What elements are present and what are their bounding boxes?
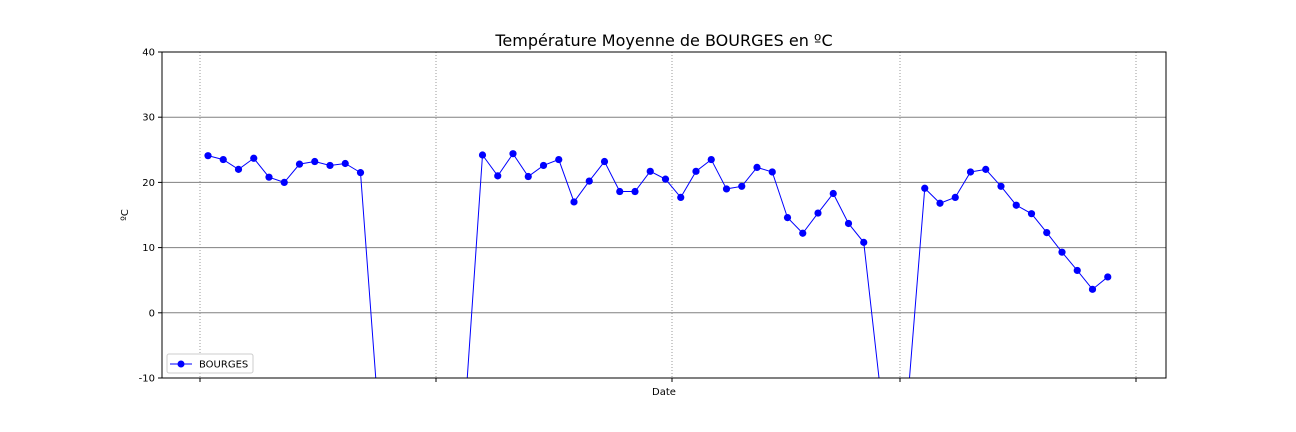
legend-label: BOURGES <box>199 360 248 371</box>
chart-title: Température Moyenne de BOURGES en ºC <box>494 31 832 50</box>
data-point <box>829 189 837 198</box>
series-line-segment <box>466 152 880 379</box>
data-point <box>250 154 258 162</box>
data-point <box>1027 210 1036 218</box>
data-point <box>1012 201 1020 209</box>
data-point <box>341 159 349 168</box>
legend: BOURGES <box>166 353 254 374</box>
legend-box <box>166 353 254 374</box>
data-point <box>509 150 517 158</box>
x-axis-label: Date <box>652 387 676 398</box>
y-tick-label: 10 <box>142 243 155 254</box>
data-point <box>997 182 1005 190</box>
data-point <box>311 157 319 166</box>
y-tick-label: 40 <box>142 48 155 59</box>
data-point <box>814 209 822 217</box>
data-point <box>570 198 578 206</box>
data-point <box>631 187 639 196</box>
plot-frame <box>161 51 1167 379</box>
data-point <box>860 238 868 246</box>
data-point <box>539 161 548 170</box>
data-point <box>326 161 334 170</box>
y-axis-ticks: -10 0 10 20 30 40 <box>139 48 162 385</box>
y-axis-label: ºC <box>120 209 131 221</box>
data-point <box>844 219 853 228</box>
grid-lines <box>162 52 1166 378</box>
data-point <box>738 182 746 190</box>
data-point <box>799 229 807 237</box>
data-point <box>966 168 975 176</box>
data-point <box>600 157 609 166</box>
data-point <box>753 163 761 172</box>
data-point <box>707 155 715 164</box>
data-point <box>478 151 487 159</box>
data-point <box>585 177 593 185</box>
data-point <box>1088 285 1097 293</box>
series-bourges <box>204 150 1112 379</box>
data-point <box>646 167 654 175</box>
data-point <box>295 160 304 168</box>
data-point <box>768 168 776 176</box>
data-point <box>722 185 731 193</box>
data-point <box>555 155 563 164</box>
data-point <box>204 152 212 160</box>
data-point <box>524 172 532 181</box>
data-point <box>783 214 792 222</box>
data-point <box>936 199 944 207</box>
series-line-segment <box>207 155 377 379</box>
data-point <box>982 165 990 173</box>
data-point <box>280 178 288 186</box>
data-point <box>692 167 700 175</box>
data-point <box>1104 273 1112 281</box>
data-point <box>265 173 273 181</box>
data-point <box>661 175 670 183</box>
data-point <box>921 184 929 192</box>
data-point <box>1073 266 1081 275</box>
y-tick-label: 30 <box>142 113 155 124</box>
legend-marker <box>177 360 185 368</box>
data-point <box>951 193 959 201</box>
data-point <box>1058 248 1066 256</box>
data-point <box>494 172 502 180</box>
y-tick-label: 20 <box>142 178 155 189</box>
y-tick-label: -10 <box>139 374 155 385</box>
x-axis-ticks <box>199 378 1137 382</box>
data-point <box>356 169 365 177</box>
y-tick-label: 0 <box>149 308 155 319</box>
data-point <box>616 187 624 196</box>
data-point <box>234 165 243 173</box>
data-point <box>1043 229 1051 237</box>
data-point <box>677 193 685 201</box>
data-point <box>219 155 227 164</box>
